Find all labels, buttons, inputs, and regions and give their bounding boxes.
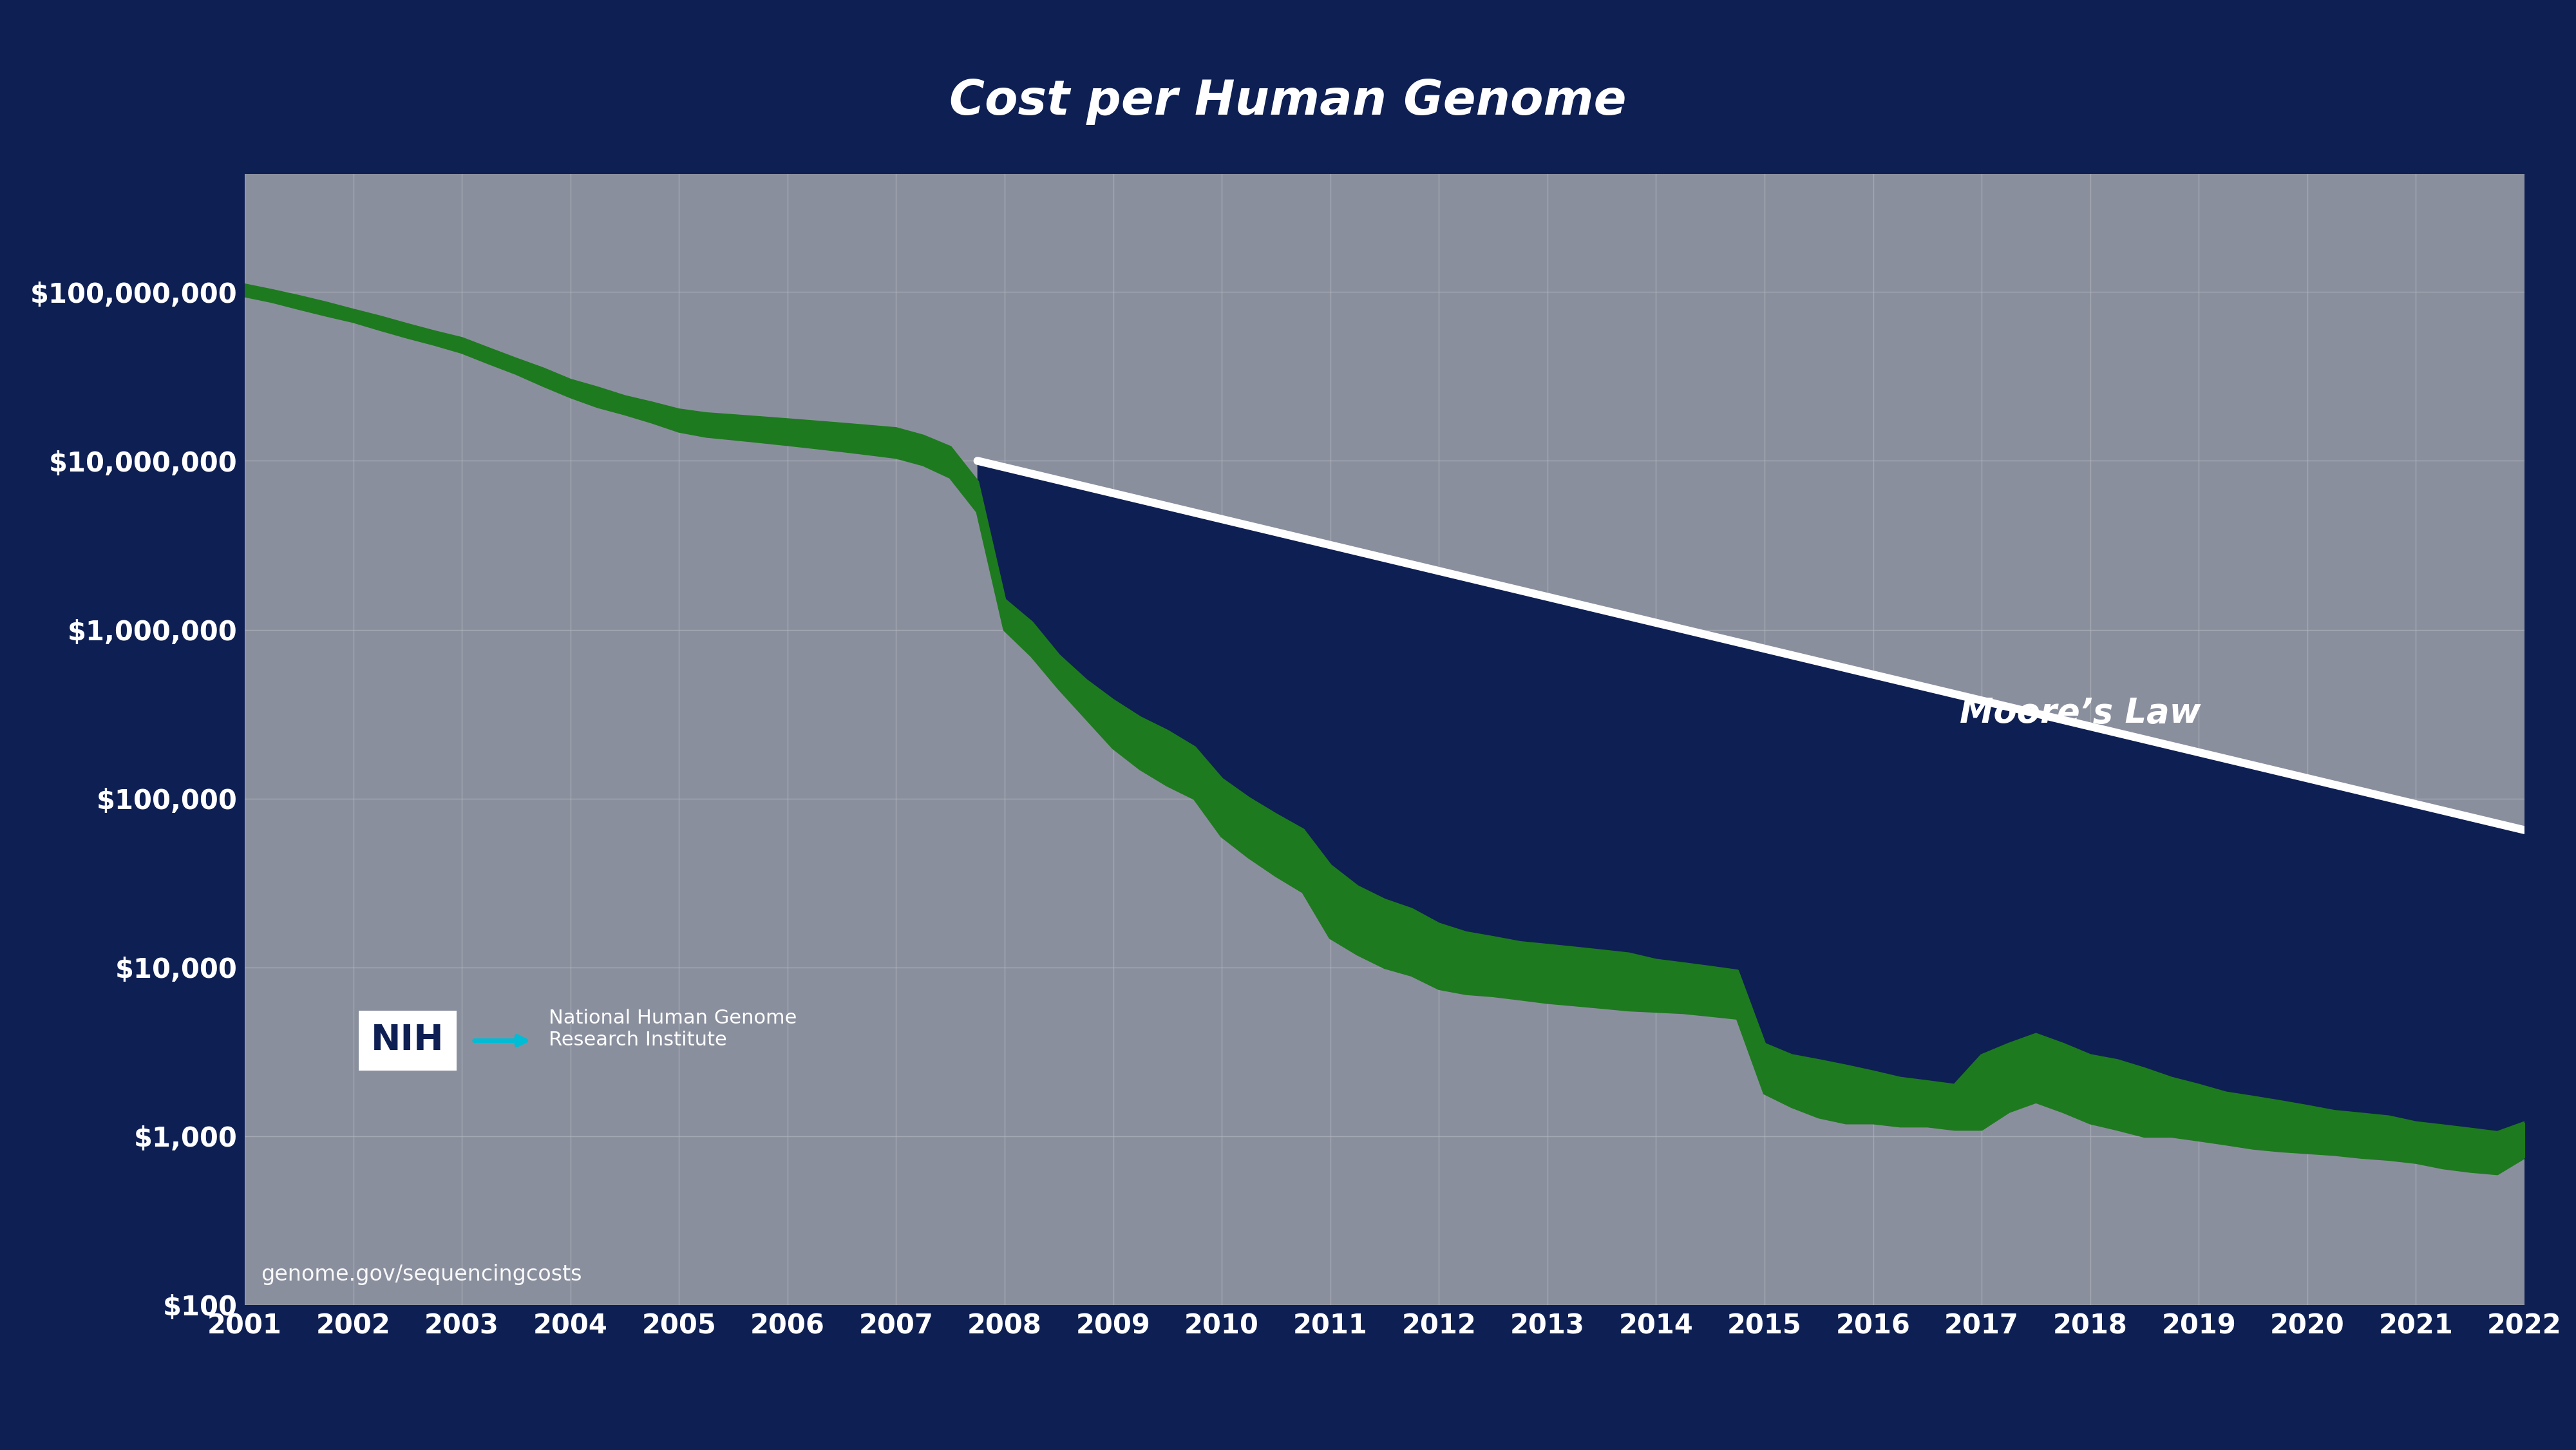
Text: NIH: NIH <box>371 1024 443 1058</box>
Text: Moore’s Law: Moore’s Law <box>1960 696 2200 731</box>
Text: Cost per Human Genome: Cost per Human Genome <box>951 78 1625 125</box>
Text: genome.gov/sequencingcosts: genome.gov/sequencingcosts <box>260 1263 582 1285</box>
Text: National Human Genome
Research Institute: National Human Genome Research Institute <box>549 1009 796 1048</box>
